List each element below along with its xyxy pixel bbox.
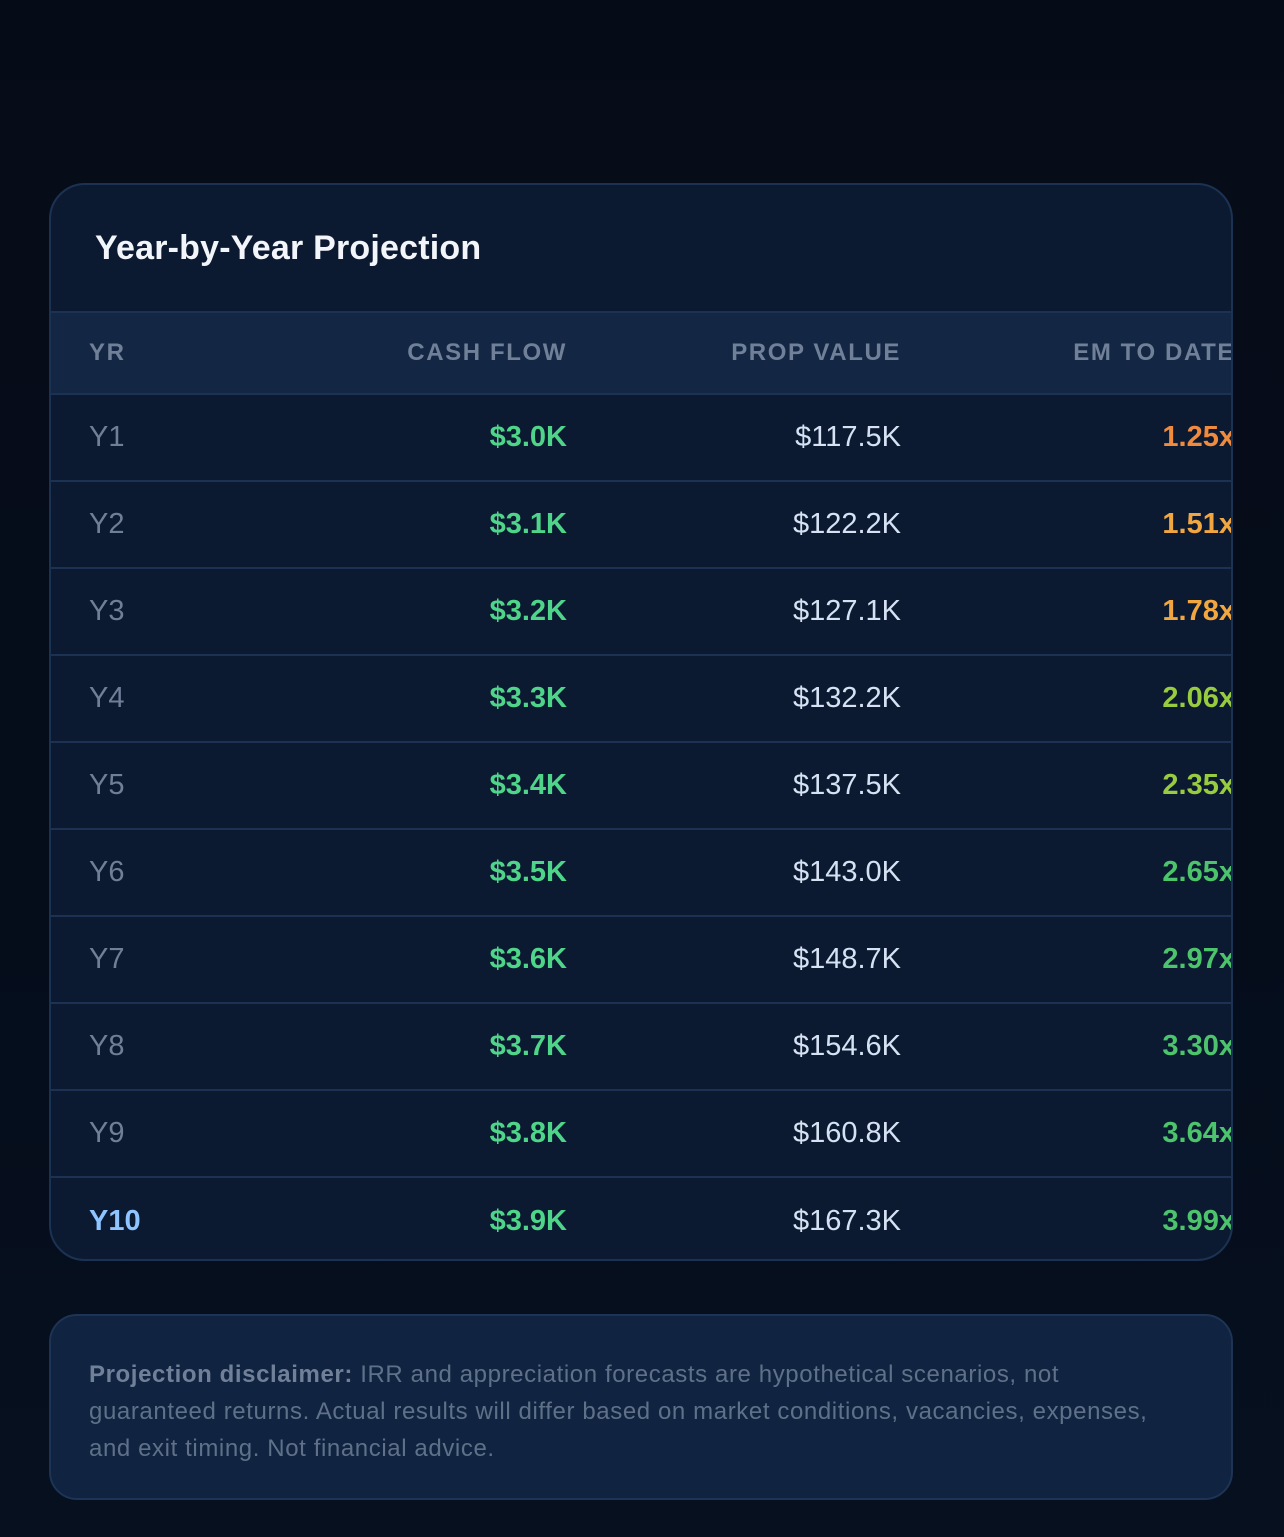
cash-flow-cell: $3.8K (489, 1117, 567, 1149)
cash-flow-cell: $3.6K (489, 943, 567, 975)
year-cell: Y9 (89, 1117, 125, 1149)
cash-flow-cell: $3.3K (489, 682, 567, 714)
header-prop-value: PROP VALUE (731, 339, 901, 366)
em-to-date-cell: 3.64x (1162, 1117, 1233, 1149)
prop-value-cell: $117.5K (795, 421, 901, 453)
year-cell: Y4 (89, 682, 125, 714)
em-to-date-cell: 2.65x (1162, 856, 1233, 888)
table-row: Y9 $3.8K $160.8K 3.64x (51, 1091, 1231, 1178)
em-to-date-cell: 3.30x (1162, 1030, 1233, 1062)
year-cell: Y3 (89, 595, 125, 627)
prop-value-cell: $148.7K (792, 943, 901, 975)
cash-flow-cell: $3.1K (489, 508, 567, 540)
table-row: Y10 $3.9K $167.3K 3.99x (51, 1178, 1233, 1259)
cash-flow-cell: $3.4K (489, 769, 567, 801)
header-yr: YR (89, 339, 126, 366)
prop-value-cell: $122.2K (792, 508, 901, 540)
disclaimer-box: Projection disclaimer: IRR and appreciat… (49, 1314, 1233, 1500)
prop-value-cell: $127.1K (792, 595, 901, 627)
cash-flow-cell: $3.5K (489, 856, 567, 888)
year-cell: Y7 (89, 943, 125, 975)
prop-value-cell: $154.6K (792, 1030, 901, 1062)
table-row: Y7 $3.6K $148.7K 2.97x (51, 917, 1231, 1004)
year-cell: Y2 (89, 508, 125, 540)
em-to-date-cell: 2.06x (1162, 682, 1233, 714)
card-title: Year-by-Year Projection (51, 185, 1231, 313)
cash-flow-cell: $3.2K (489, 595, 567, 627)
em-to-date-cell: 2.35x (1162, 769, 1233, 801)
table-row: Y1 $3.0K $117.5K 1.25x (51, 395, 1231, 482)
prop-value-cell: $143.0K (792, 856, 901, 888)
year-cell: Y10 (89, 1205, 141, 1237)
table-row: Y8 $3.7K $154.6K 3.30x (51, 1004, 1231, 1091)
em-to-date-cell: 1.78x (1162, 595, 1233, 627)
em-to-date-cell: 3.99x (1162, 1205, 1233, 1237)
header-cash-flow: CASH FLOW (407, 339, 567, 366)
table-header-row: YR CASH FLOW PROP VALUE EM TO DATE (51, 313, 1231, 395)
cash-flow-cell: $3.0K (489, 421, 567, 453)
cash-flow-cell: $3.7K (489, 1030, 567, 1062)
cash-flow-cell: $3.9K (489, 1205, 567, 1237)
year-cell: Y6 (89, 856, 125, 888)
prop-value-cell: $167.3K (792, 1205, 901, 1237)
table-row: Y4 $3.3K $132.2K 2.06x (51, 656, 1231, 743)
year-cell: Y1 (89, 421, 125, 453)
table-row: Y3 $3.2K $127.1K 1.78x (51, 569, 1231, 656)
prop-value-cell: $132.2K (792, 682, 901, 714)
em-to-date-cell: 1.25x (1162, 421, 1233, 453)
em-to-date-cell: 2.97x (1162, 943, 1233, 975)
prop-value-cell: $160.8K (792, 1117, 901, 1149)
disclaimer-label: Projection disclaimer: (89, 1361, 353, 1388)
table-row: Y2 $3.1K $122.2K 1.51x (51, 482, 1231, 569)
em-to-date-cell: 1.51x (1162, 508, 1233, 540)
table-row: Y5 $3.4K $137.5K 2.35x (51, 743, 1231, 830)
table-body: Y1 $3.0K $117.5K 1.25x Y2 $3.1K $122.2K 1.51x Y3… (51, 395, 1233, 1259)
table-row: Y6 $3.5K $143.0K 2.65x (51, 830, 1231, 917)
prop-value-cell: $137.5K (792, 769, 901, 801)
header-em-to-date: EM TO DATE (1073, 339, 1233, 366)
projection-card: Year-by-Year Projection YR CASH FLOW PRO… (49, 183, 1233, 1261)
disclaimer-text: IRR and appreciation forecasts are hypot… (89, 1361, 1148, 1462)
year-cell: Y8 (89, 1030, 125, 1062)
year-cell: Y5 (89, 769, 125, 801)
